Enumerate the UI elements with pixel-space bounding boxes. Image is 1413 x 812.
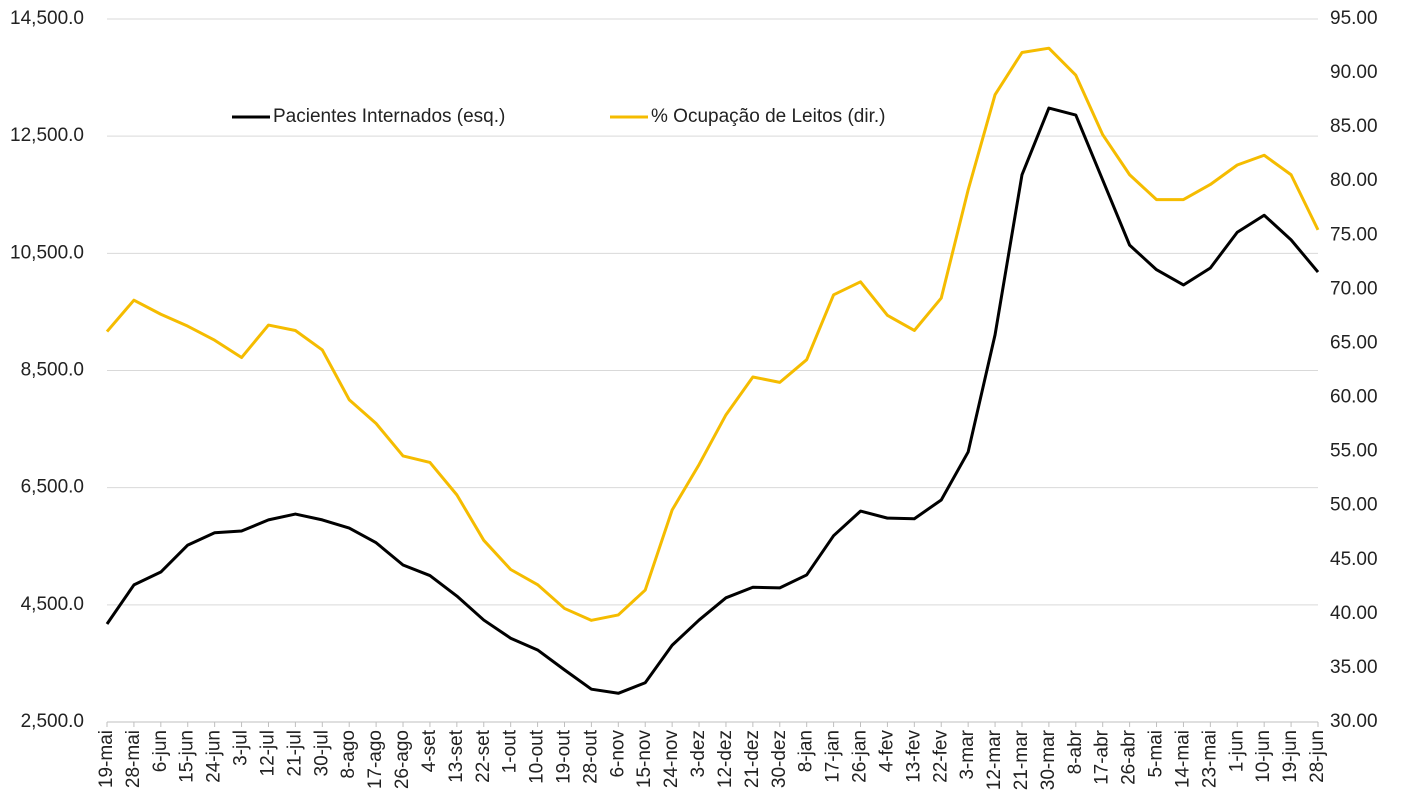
y2-tick-label: 35.00 <box>1330 657 1378 678</box>
y2-tick-label: 45.00 <box>1330 549 1378 570</box>
x-tick-label: 15-jun <box>177 730 198 783</box>
x-tick-label: 30-mar <box>1038 729 1059 790</box>
y2-tick-label: 80.00 <box>1330 170 1378 191</box>
legend-label: Pacientes Internados (esq.) <box>273 106 505 127</box>
y2-tick-label: 95.00 <box>1330 8 1378 29</box>
x-tick-label: 21-dez <box>742 730 763 788</box>
y-tick-label: 12,500.0 <box>10 125 84 146</box>
y2-tick-label: 50.00 <box>1330 495 1378 516</box>
y-tick-label: 2,500.0 <box>21 711 84 732</box>
x-tick-label: 28-jun <box>1307 730 1328 783</box>
legend-label: % Ocupação de Leitos (dir.) <box>651 106 885 127</box>
x-tick-label: 21-jul <box>284 730 305 776</box>
x-tick-label: 23-mai <box>1199 730 1220 788</box>
y2-tick-label: 90.00 <box>1330 62 1378 83</box>
y2-tick-label: 70.00 <box>1330 278 1378 299</box>
x-tick-label: 4-fev <box>876 730 897 773</box>
x-tick-label: 19-jun <box>1280 730 1301 783</box>
x-tick-label: 21-mar <box>1011 729 1032 790</box>
y-tick-label: 14,500.0 <box>10 8 84 29</box>
x-tick-label: 3-mar <box>957 729 978 779</box>
y-tick-label: 8,500.0 <box>21 360 84 381</box>
y2-tick-label: 30.00 <box>1330 711 1378 732</box>
x-tick-label: 24-jun <box>204 730 225 783</box>
y-tick-label: 10,500.0 <box>10 242 84 263</box>
x-tick-label: 17-jan <box>823 730 844 783</box>
x-tick-label: 3-dez <box>688 730 709 778</box>
x-tick-label: 8-abr <box>1065 729 1086 774</box>
x-tick-label: 10-jun <box>1253 730 1274 783</box>
x-tick-label: 8-ago <box>338 730 359 779</box>
series-line <box>105 46 1320 622</box>
x-tick-label: 30-dez <box>769 730 790 788</box>
x-tick-label: 12-jul <box>257 730 278 776</box>
x-tick-label: 6-jun <box>150 730 171 772</box>
x-tick-label: 15-nov <box>634 730 655 789</box>
series-line <box>105 106 1320 695</box>
x-tick-label: 26-jan <box>850 730 871 783</box>
y-tick-label: 6,500.0 <box>21 477 84 498</box>
x-tick-label: 13-fev <box>903 730 924 783</box>
x-tick-label: 12-mar <box>984 729 1005 790</box>
x-tick-label: 30-jul <box>311 730 332 776</box>
y-tick-label: 4,500.0 <box>21 594 84 615</box>
x-tick-label: 1-out <box>500 729 521 773</box>
x-tick-label: 26-ago <box>392 730 413 789</box>
x-tick-label: 24-nov <box>661 730 682 789</box>
x-tick-label: 6-nov <box>607 730 628 778</box>
y2-tick-label: 65.00 <box>1330 332 1378 353</box>
x-tick-label: 17-ago <box>365 730 386 789</box>
y2-tick-label: 40.00 <box>1330 603 1378 624</box>
x-tick-label: 1-jun <box>1226 730 1247 772</box>
x-tick-label: 17-abr <box>1092 729 1113 785</box>
y2-tick-label: 55.00 <box>1330 441 1378 462</box>
x-tick-label: 10-out <box>527 729 548 784</box>
x-tick-label: 22-fev <box>930 730 951 783</box>
x-tick-label: 14-mai <box>1172 730 1193 788</box>
y2-tick-label: 60.00 <box>1330 387 1378 408</box>
x-tick-label: 19-mai <box>96 730 117 788</box>
x-tick-label: 22-set <box>473 729 494 783</box>
x-tick-label: 13-set <box>446 729 467 783</box>
x-tick-label: 19-out <box>554 729 575 784</box>
x-tick-label: 28-mai <box>123 730 144 788</box>
y2-tick-label: 85.00 <box>1330 116 1378 137</box>
x-tick-label: 12-dez <box>715 730 736 788</box>
x-tick-label: 8-jan <box>796 730 817 772</box>
x-tick-label: 26-abr <box>1119 729 1140 785</box>
x-tick-label: 5-mai <box>1146 730 1167 778</box>
x-tick-label: 3-jul <box>231 730 252 766</box>
x-tick-label: 28-out <box>580 729 601 784</box>
x-tick-label: 4-set <box>419 729 440 772</box>
y2-tick-label: 75.00 <box>1330 224 1378 245</box>
